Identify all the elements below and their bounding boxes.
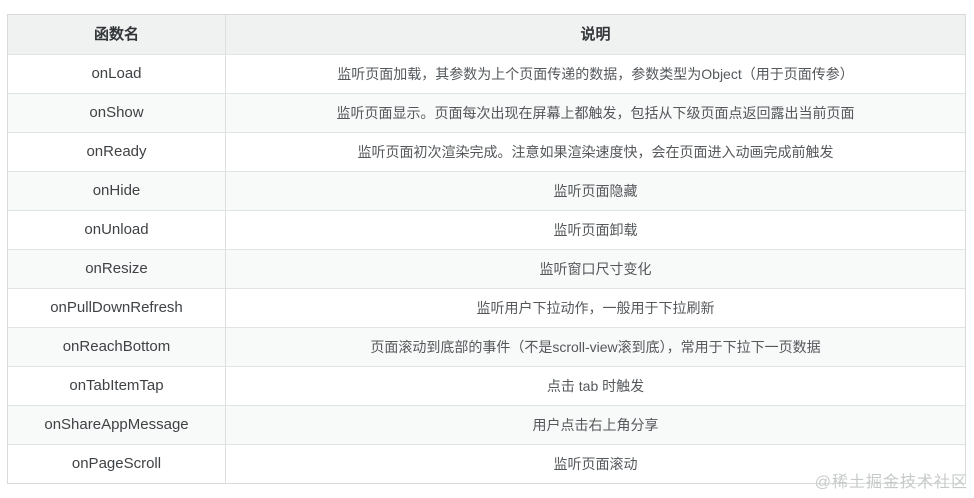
function-name-cell: onResize [8, 250, 226, 288]
table-row: onShareAppMessage 用户点击右上角分享 [8, 405, 965, 444]
table-row: onTabItemTap 点击 tab 时触发 [8, 366, 965, 405]
table-row: onLoad 监听页面加载，其参数为上个页面传递的数据，参数类型为Object（… [8, 54, 965, 93]
table-row: onResize 监听窗口尺寸变化 [8, 249, 965, 288]
description-cell: 监听页面滚动 [553, 455, 638, 472]
function-name-cell: onUnload [8, 211, 226, 249]
column-header-description: 说明 [580, 25, 611, 43]
description-cell: 用户点击右上角分享 [532, 416, 659, 433]
description-cell: 监听窗口尺寸变化 [539, 260, 652, 277]
description-cell: 监听页面卸载 [553, 221, 638, 238]
table-row: onShow 监听页面显示。页面每次出现在屏幕上都触发，包括从下级页面点返回露出… [8, 93, 965, 132]
column-header-function-name: 函数名 [8, 15, 226, 54]
function-name-cell: onReady [8, 133, 226, 171]
description-cell: 监听页面显示。页面每次出现在屏幕上都触发，包括从下级页面点返回露出当前页面 [336, 104, 855, 121]
description-cell: 页面滚动到底部的事件（不是scroll-view滚到底），常用于下拉下一页数据 [370, 338, 821, 355]
table-row: onUnload 监听页面卸载 [8, 210, 965, 249]
table-row: onReachBottom 页面滚动到底部的事件（不是scroll-view滚到… [8, 327, 965, 366]
function-name-cell: onTabItemTap [8, 367, 226, 405]
table-header-row: 函数名 说明 [8, 15, 965, 54]
table-row: onPullDownRefresh 监听用户下拉动作，一般用于下拉刷新 [8, 288, 965, 327]
function-name-cell: onLoad [8, 55, 226, 93]
description-cell: 点击 tab 时触发 [546, 377, 645, 394]
description-cell: 监听用户下拉动作，一般用于下拉刷新 [476, 299, 715, 316]
function-name-cell: onReachBottom [8, 328, 226, 366]
description-cell: 监听页面加载，其参数为上个页面传递的数据，参数类型为Object（用于页面传参） [337, 65, 854, 82]
description-cell: 监听页面隐藏 [553, 182, 638, 199]
function-name-cell: onShow [8, 94, 226, 132]
function-name-cell: onShareAppMessage [8, 406, 226, 444]
page-lifecycle-table: 函数名 说明 onLoad 监听页面加载，其参数为上个页面传递的数据，参数类型为… [7, 14, 966, 484]
description-cell: 监听页面初次渲染完成。注意如果渲染速度快，会在页面进入动画完成前触发 [357, 143, 834, 160]
table-row: onPageScroll 监听页面滚动 [8, 444, 965, 483]
function-name-cell: onPullDownRefresh [8, 289, 226, 327]
watermark: @稀土掘金技术社区 [814, 474, 968, 491]
function-name-cell: onHide [8, 172, 226, 210]
table-row: onReady 监听页面初次渲染完成。注意如果渲染速度快，会在页面进入动画完成前… [8, 132, 965, 171]
function-name-cell: onPageScroll [8, 445, 226, 483]
table-row: onHide 监听页面隐藏 [8, 171, 965, 210]
